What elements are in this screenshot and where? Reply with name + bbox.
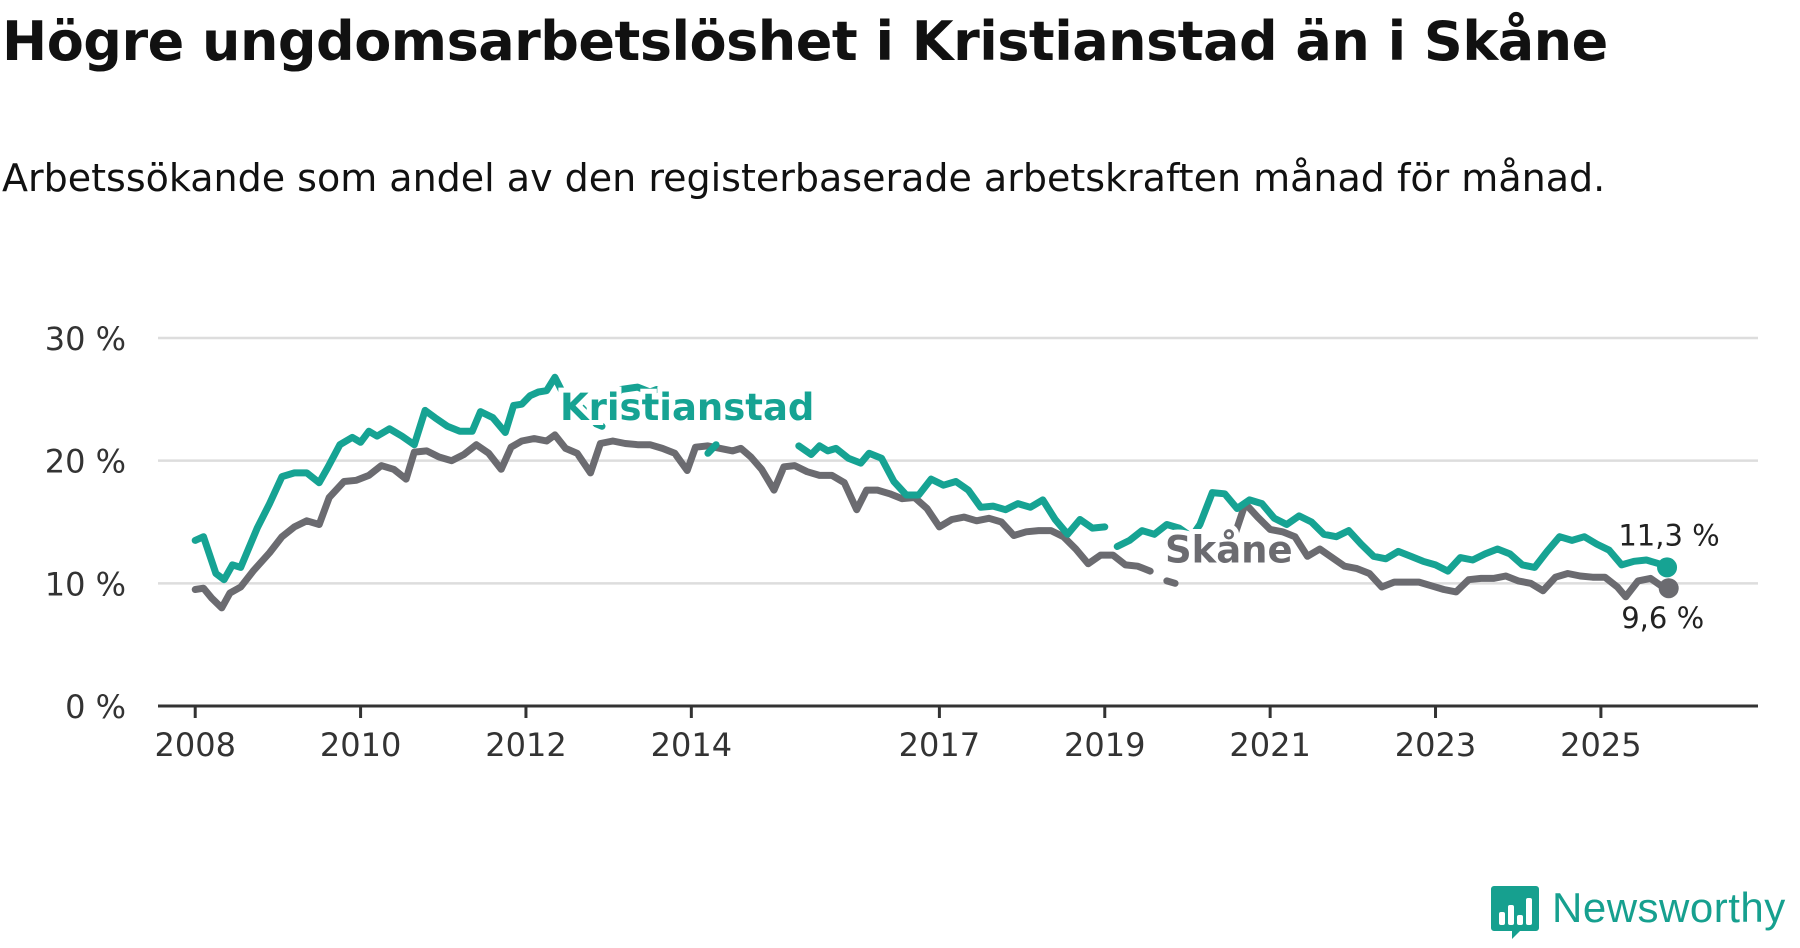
series-line-kristianstad [191, 373, 606, 584]
brand-name: Newsworthy [1552, 884, 1786, 931]
end-point-skåne [1658, 578, 1679, 599]
series-line-kristianstad [1113, 489, 1671, 575]
series-label-skane: Skåne [1165, 528, 1293, 571]
x-tick-label: 2012 [485, 726, 566, 764]
series-layer [191, 373, 1679, 612]
y-tick-label: 0 % [65, 688, 126, 726]
newsworthy-brand[interactable]: Newsworthy [1490, 880, 1795, 942]
series-line-skåne [191, 431, 1154, 612]
grid-lines [158, 336, 1758, 585]
x-tick-label: 2010 [320, 726, 401, 764]
x-tick-label: 2008 [154, 726, 235, 764]
x-tick-label: 2019 [1064, 726, 1145, 764]
newsworthy-logo-icon [1491, 886, 1539, 939]
end-label-skane: 9,6 % [1621, 601, 1704, 635]
series-labels: 11,3 % 9,6 % Kristianstad Skåne [555, 381, 1720, 635]
end-point-kristianstad [1657, 557, 1678, 578]
x-tick-label: 2025 [1560, 726, 1641, 764]
y-tick-label: 20 % [45, 443, 126, 481]
series-line-kristianstad [704, 441, 720, 457]
x-tick-label: 2023 [1395, 726, 1476, 764]
axes: 0 % 10 % 20 % 30 % 2008 2010 2012 2014 2017 2019 2… [45, 320, 1758, 764]
series-line-kristianstad [606, 383, 661, 403]
x-tick-label: 2017 [899, 726, 980, 764]
series-line-skåne [1229, 500, 1673, 601]
chart-subtitle: Arbetssökande som andel av den registerb… [2, 156, 1606, 200]
x-tick-label: 2021 [1229, 726, 1310, 764]
series-line-skåne [1163, 577, 1179, 587]
x-tick-label: 2014 [651, 726, 732, 764]
chart-title: Högre ungdomsarbetslöshet i Kristianstad… [2, 10, 1608, 73]
series-label-kristianstad: Kristianstad [560, 386, 814, 429]
end-label-kristianstad: 11,3 % [1618, 518, 1719, 552]
y-tick-label: 10 % [45, 565, 126, 603]
y-tick-label: 30 % [45, 320, 126, 358]
series-line-kristianstad [795, 442, 1109, 538]
